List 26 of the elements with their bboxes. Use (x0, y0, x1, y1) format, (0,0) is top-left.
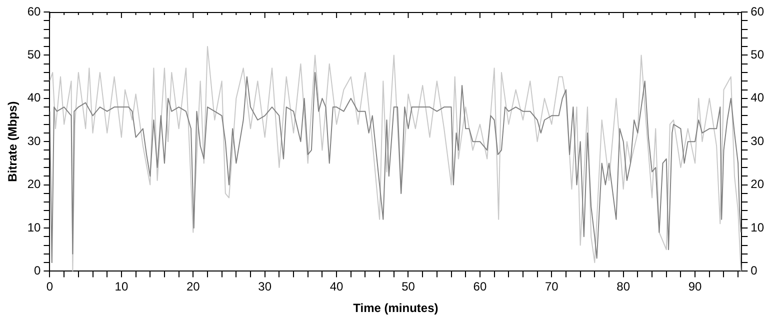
y2-tick-label: 10 (750, 220, 764, 234)
x-axis-title: Time (minutes) (353, 301, 438, 316)
x-tick-label: 80 (616, 280, 630, 294)
x-tick-label: 20 (186, 280, 200, 294)
x-tick-label: 70 (544, 280, 559, 294)
y2-tick-label: 60 (750, 4, 764, 18)
y2-tick-label: 0 (750, 264, 758, 278)
x-tick-label: 50 (402, 280, 416, 294)
y-tick-label: 0 (34, 264, 42, 278)
y-axis-title: Bitrate (Mbps) (6, 101, 20, 182)
y2-tick-label: 30 (750, 134, 764, 148)
y-tick-label: 50 (27, 48, 42, 62)
y-tick-label: 60 (27, 4, 42, 18)
y-tick-label: 40 (27, 90, 42, 105)
y2-tick-label: 40 (750, 90, 764, 105)
y-tick-label: 10 (27, 220, 42, 234)
x-tick-label: 40 (330, 280, 344, 294)
y-tick-label: 20 (27, 177, 42, 192)
y2-tick-label: 20 (750, 177, 764, 192)
x-tick-label: 60 (473, 280, 487, 294)
x-tick-label: 90 (688, 280, 702, 294)
y-tick-label: 30 (27, 134, 42, 148)
x-tick-label: 30 (258, 280, 272, 294)
x-tick-label: 10 (114, 280, 128, 294)
y2-tick-label: 50 (750, 48, 764, 62)
x-tick-label: 0 (46, 280, 54, 294)
